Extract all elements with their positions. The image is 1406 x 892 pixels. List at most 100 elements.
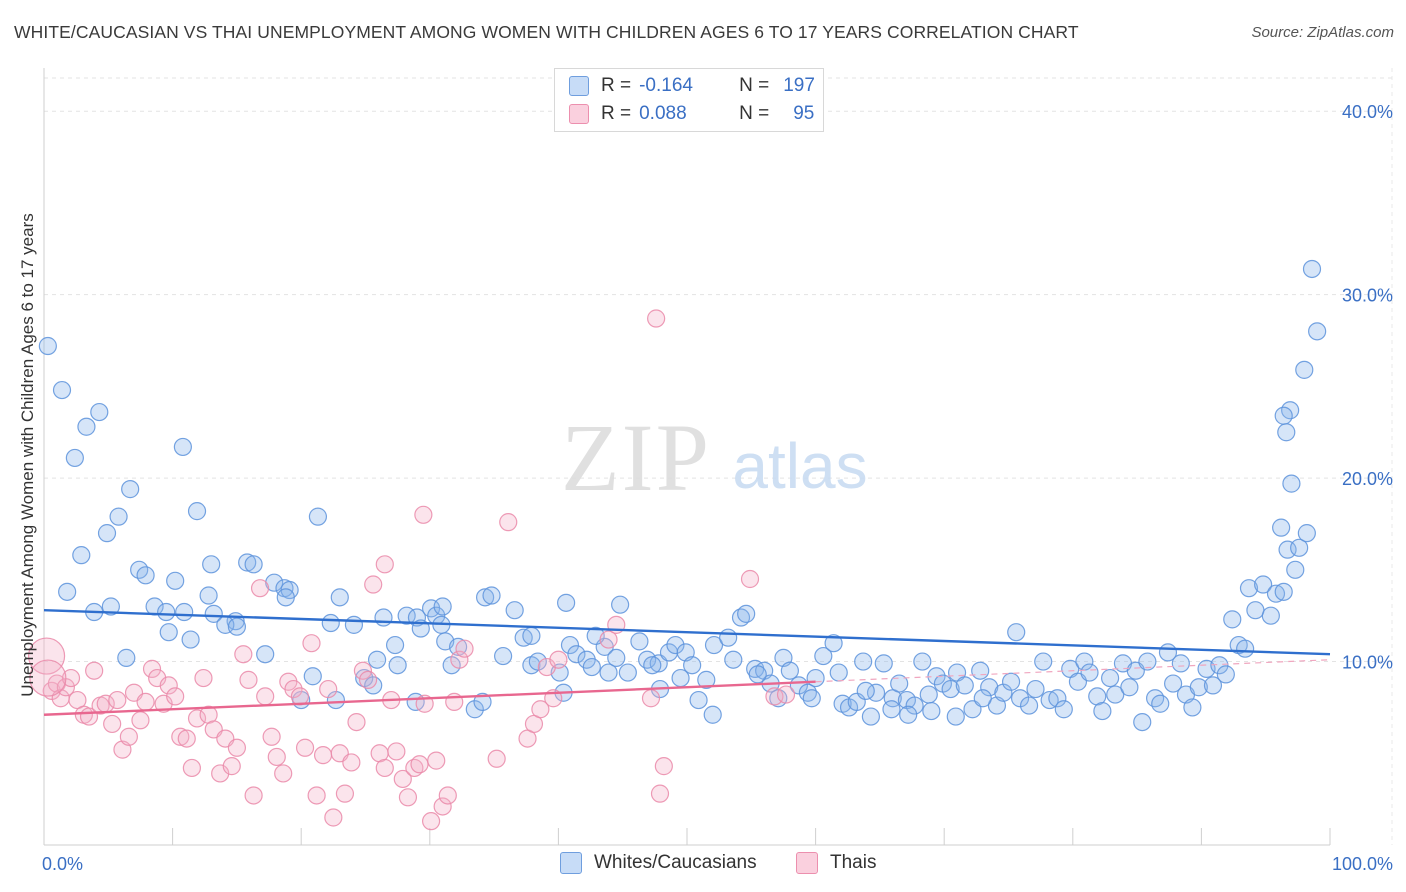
data-point bbox=[194, 668, 213, 688]
data-point bbox=[955, 676, 974, 695]
data-point bbox=[173, 437, 192, 457]
data-point bbox=[1308, 322, 1327, 341]
data-point bbox=[65, 448, 84, 468]
data-point bbox=[1272, 518, 1291, 537]
data-point bbox=[177, 729, 196, 748]
data-point bbox=[284, 679, 303, 699]
data-point bbox=[531, 700, 550, 719]
data-point bbox=[650, 784, 670, 803]
data-point bbox=[748, 665, 767, 684]
data-point bbox=[980, 678, 999, 697]
data-point bbox=[666, 635, 685, 655]
data-point bbox=[1216, 665, 1235, 684]
data-point bbox=[265, 573, 284, 592]
data-point bbox=[1007, 623, 1026, 642]
data-point bbox=[861, 707, 880, 726]
data-point bbox=[250, 579, 270, 598]
data-point bbox=[1254, 575, 1273, 594]
data-point bbox=[244, 555, 263, 574]
data-point bbox=[465, 700, 484, 719]
data-point bbox=[256, 687, 275, 706]
data-point bbox=[1297, 524, 1316, 543]
x-tick-label-max: 100.0% bbox=[1332, 854, 1393, 874]
data-point bbox=[97, 524, 117, 543]
data-point bbox=[393, 769, 412, 789]
data-point bbox=[274, 764, 293, 783]
source-note: Source: ZipAtlas.com bbox=[1251, 24, 1394, 41]
data-point bbox=[238, 553, 257, 572]
data-point bbox=[52, 380, 72, 400]
watermark: ZIP atlas bbox=[561, 404, 868, 511]
data-point bbox=[295, 738, 315, 757]
data-point bbox=[1278, 540, 1297, 559]
data-point bbox=[630, 632, 649, 651]
data-point bbox=[367, 650, 387, 669]
data-point bbox=[157, 602, 176, 622]
data-point bbox=[641, 689, 661, 708]
legend-label-thais: Thais bbox=[830, 852, 877, 873]
data-point bbox=[1203, 676, 1223, 695]
legend-swatch-whites bbox=[569, 76, 589, 96]
data-point bbox=[557, 593, 576, 612]
data-point bbox=[1151, 694, 1170, 713]
data-point bbox=[599, 630, 618, 649]
data-point bbox=[618, 663, 637, 682]
data-point bbox=[607, 648, 626, 667]
trend-line-thais bbox=[43, 680, 816, 716]
data-point bbox=[375, 758, 394, 778]
data-point bbox=[814, 646, 833, 666]
data-point bbox=[302, 634, 321, 653]
data-point bbox=[199, 586, 218, 605]
data-point bbox=[1133, 712, 1152, 732]
data-point bbox=[499, 513, 518, 532]
n-value-thais: 95 bbox=[793, 103, 815, 124]
data-point bbox=[647, 309, 666, 328]
data-point bbox=[421, 812, 441, 831]
data-point bbox=[433, 797, 452, 816]
data-point bbox=[882, 700, 901, 719]
data-point bbox=[1054, 700, 1073, 719]
data-point bbox=[374, 608, 393, 627]
n-value-whites: 197 bbox=[783, 75, 815, 96]
data-point bbox=[899, 705, 918, 724]
data-point bbox=[1290, 538, 1309, 557]
data-point bbox=[239, 670, 258, 689]
data-point bbox=[267, 747, 286, 767]
data-point bbox=[522, 626, 541, 645]
data-point bbox=[740, 569, 760, 589]
gridlines bbox=[44, 77, 1392, 663]
correlation-legend: R = -0.164 N = 197 R = 0.088 N = 95 bbox=[554, 68, 824, 132]
data-point bbox=[344, 615, 364, 634]
data-point bbox=[913, 652, 932, 671]
data-point bbox=[611, 595, 630, 614]
data-point bbox=[1019, 696, 1039, 715]
data-point bbox=[303, 667, 322, 686]
data-point bbox=[324, 808, 343, 827]
data-point bbox=[1171, 654, 1190, 673]
data-point bbox=[971, 661, 990, 680]
data-point bbox=[1100, 668, 1120, 688]
data-point bbox=[90, 402, 109, 422]
legend-item-whites[interactable]: Whites/Caucasians bbox=[560, 852, 757, 874]
data-point bbox=[387, 742, 406, 761]
trend-lines bbox=[43, 608, 1331, 716]
data-point bbox=[85, 661, 104, 680]
data-point bbox=[414, 505, 433, 524]
legend-row-whites: R = -0.164 N = 197 bbox=[569, 73, 815, 99]
data-point bbox=[182, 758, 201, 778]
data-point bbox=[72, 546, 91, 565]
data-point bbox=[398, 788, 418, 807]
data-point bbox=[1146, 689, 1165, 708]
r-label: R = bbox=[601, 103, 632, 124]
data-point bbox=[829, 663, 848, 682]
data-point bbox=[582, 657, 601, 677]
data-point bbox=[856, 681, 875, 701]
data-point bbox=[487, 749, 506, 768]
trend-line-thais-extension bbox=[815, 659, 1331, 683]
data-point bbox=[1282, 474, 1301, 493]
data-point bbox=[703, 705, 722, 724]
data-point bbox=[599, 663, 618, 682]
legend-item-thais[interactable]: Thais bbox=[796, 852, 876, 874]
data-point bbox=[1302, 259, 1322, 279]
